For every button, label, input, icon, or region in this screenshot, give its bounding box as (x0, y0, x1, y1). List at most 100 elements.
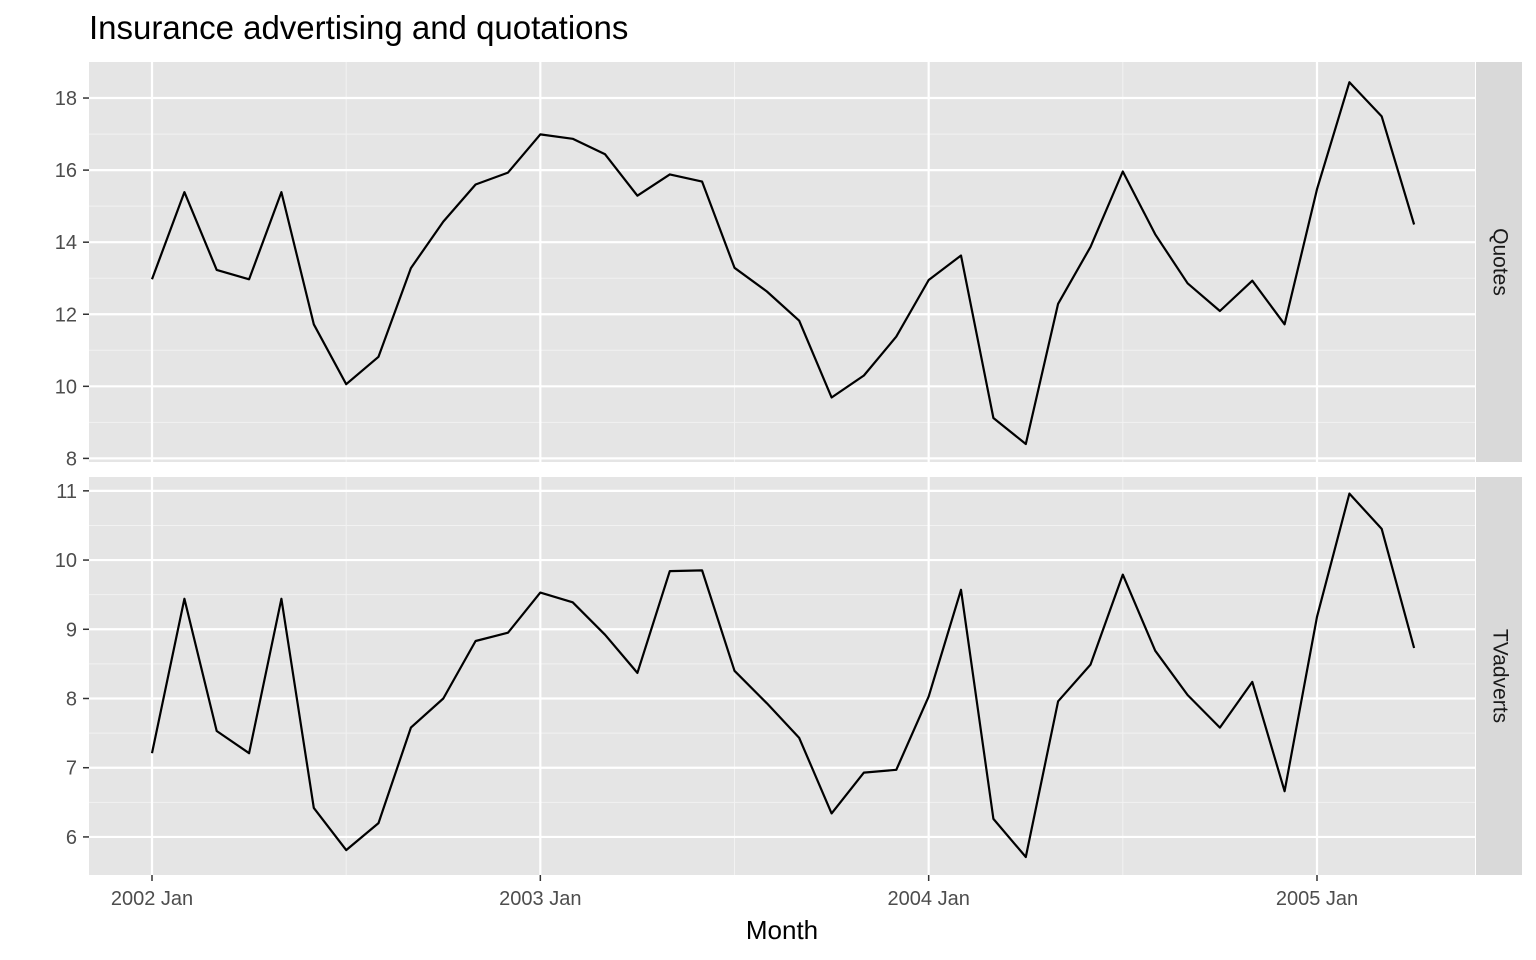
data-point (733, 669, 737, 673)
data-point (959, 254, 963, 258)
y-tick-label: 10 (55, 550, 77, 572)
data-point (1121, 573, 1125, 577)
data-point (441, 696, 445, 700)
x-tick-label: 2005 Jan (1276, 888, 1358, 910)
data-point (377, 355, 381, 359)
data-point (1283, 789, 1287, 793)
y-tick-label: 16 (55, 160, 77, 182)
panel-quotes: 8 10 12 14 16 18 Quotes (55, 62, 1522, 470)
data-point (1121, 170, 1125, 174)
facet-panels: 8 10 12 14 16 18 Quotes 6 7 8 9 10 11 TVadverts (55, 62, 1522, 875)
data-point (571, 600, 575, 604)
data-point (991, 416, 995, 420)
data-point (894, 768, 898, 772)
data-point (862, 374, 866, 378)
series-line-tvadverts (150, 492, 1416, 859)
y-tick-label: 7 (66, 758, 77, 780)
facet-strip (1476, 62, 1522, 462)
data-point (668, 172, 672, 176)
data-point (1153, 649, 1157, 653)
data-point (312, 322, 316, 326)
data-point (215, 729, 219, 733)
data-point (1412, 646, 1416, 650)
data-point (991, 817, 995, 821)
panel-tvadverts: 6 7 8 9 10 11 TVadverts (55, 477, 1522, 875)
data-point (700, 568, 704, 572)
panel-background (89, 477, 1475, 875)
x-axis-title: Month (746, 915, 818, 945)
data-point (474, 183, 478, 187)
data-point (765, 290, 769, 294)
data-point (571, 137, 575, 141)
y-tick-label: 6 (66, 827, 77, 849)
x-tick-label: 2003 Jan (499, 888, 581, 910)
data-point (797, 736, 801, 740)
y-tick-label: 9 (66, 619, 77, 641)
data-point (1153, 232, 1157, 236)
data-point (474, 639, 478, 643)
y-tick-label: 10 (55, 376, 77, 398)
data-point (1024, 442, 1028, 446)
data-point (182, 597, 186, 601)
data-point (1088, 245, 1092, 249)
data-point (1412, 223, 1416, 227)
data-point (1186, 281, 1190, 285)
data-point (1380, 114, 1384, 118)
data-point (150, 277, 154, 281)
data-point (1088, 663, 1092, 667)
y-tick-label: 14 (55, 232, 77, 254)
data-point (377, 821, 381, 825)
data-point (312, 806, 316, 810)
data-point (959, 588, 963, 592)
data-point (441, 220, 445, 224)
data-point (635, 194, 639, 198)
data-point (765, 701, 769, 705)
x-tick-label: 2002 Jan (111, 888, 193, 910)
data-point (603, 152, 607, 156)
y-tick-label: 11 (56, 481, 77, 503)
x-axis: 2002 Jan 2003 Jan 2004 Jan 2005 Jan (111, 875, 1358, 910)
y-tick-label: 8 (66, 448, 77, 470)
data-point (1218, 726, 1222, 730)
panel-background (89, 62, 1475, 462)
data-point (700, 180, 704, 184)
data-point (247, 277, 251, 281)
data-point (538, 591, 542, 595)
data-point (506, 631, 510, 635)
data-point (1315, 615, 1319, 619)
data-point (247, 751, 251, 755)
x-tick-label: 2004 Jan (888, 888, 970, 910)
data-point (927, 278, 931, 282)
data-point (894, 335, 898, 339)
data-point (1347, 80, 1351, 84)
data-point (1056, 302, 1060, 306)
data-point (1250, 279, 1254, 283)
data-point (830, 395, 834, 399)
data-point (150, 751, 154, 755)
data-point (1315, 187, 1319, 191)
data-point (1186, 693, 1190, 697)
data-point (506, 171, 510, 175)
data-point (1056, 699, 1060, 703)
data-point (344, 848, 348, 852)
chart-title: Insurance advertising and quotations (89, 9, 628, 46)
facet-strip-label: TVadverts (1488, 629, 1511, 723)
data-point (344, 382, 348, 386)
data-point (182, 190, 186, 194)
y-tick-label: 8 (66, 688, 77, 710)
data-point (409, 726, 413, 730)
data-point (409, 266, 413, 270)
facet-strip-label: Quotes (1488, 228, 1511, 296)
data-point (668, 569, 672, 573)
data-point (862, 771, 866, 775)
data-point (1347, 492, 1351, 496)
series-line-quotes (150, 81, 1416, 446)
data-point (733, 266, 737, 270)
data-point (1250, 680, 1254, 684)
data-point (635, 671, 639, 675)
facet-strip (1476, 477, 1522, 875)
data-point (1024, 855, 1028, 859)
data-point (1283, 322, 1287, 326)
data-point (279, 190, 283, 194)
